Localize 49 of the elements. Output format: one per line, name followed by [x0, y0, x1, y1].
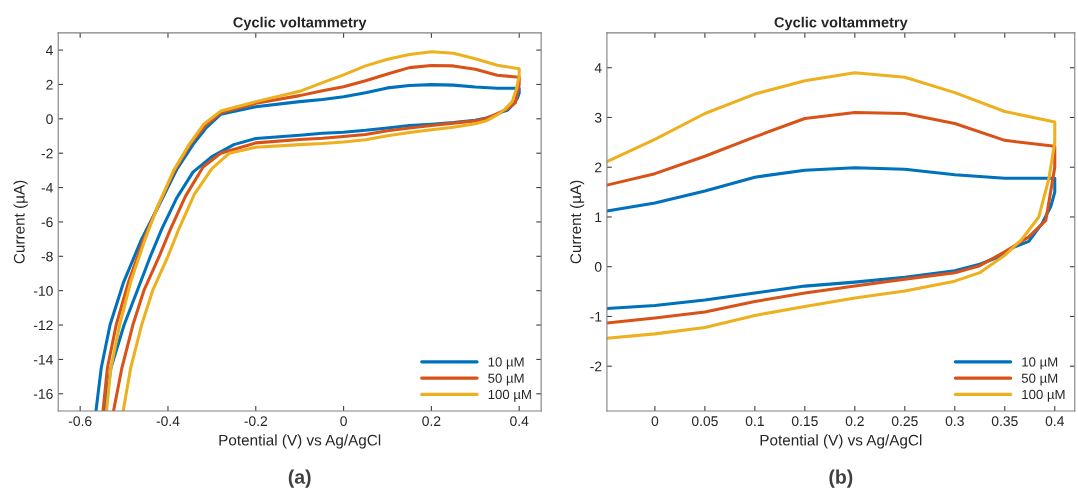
y-tick-label: 0 [46, 114, 53, 124]
text: (b) [829, 469, 853, 488]
line-series [606, 110, 1057, 325]
x-tick-label: 0.4 [1045, 416, 1065, 427]
y-tick-label: -2 [590, 361, 602, 372]
y-axis-title: Current (µA) [13, 180, 28, 264]
x-tick-label: 0.4 [510, 416, 529, 427]
line-series [606, 71, 1057, 340]
y-tick-label: -6 [41, 217, 53, 228]
legend-label: 10 µM [488, 357, 524, 370]
x-tick-label: -0.6 [68, 416, 92, 427]
y-tick-label: 4 [45, 45, 53, 56]
y-tick-label: 1 [595, 212, 602, 222]
y-tick-label: 2 [46, 79, 53, 90]
y-tick-label: 0 [594, 262, 602, 272]
y-tick-label: -8 [41, 251, 53, 262]
x-tick-label: 0 [340, 416, 347, 427]
y-tick-label: -10 [33, 286, 53, 296]
y-tick-label: 4 [594, 63, 602, 73]
x-tick-label: 0.25 [891, 416, 918, 427]
x-axis-title: Potential (V) vs Ag/AgCl [760, 434, 922, 449]
legend-label: 10 µM [1022, 357, 1058, 370]
y-tick-label: -2 [41, 148, 53, 159]
chart-title: Cyclic voltammetry [774, 16, 908, 31]
x-tick-label: 0.15 [791, 416, 818, 427]
x-tick-label: 0 [651, 416, 659, 427]
y-tick-label: -16 [33, 389, 53, 399]
x-tick-label: 0.05 [691, 416, 718, 427]
x-tick-label: -0.2 [244, 416, 268, 427]
x-tick-label: -0.4 [156, 416, 180, 427]
y-tick-label: -14 [33, 354, 53, 365]
legend-label: 100 µM [488, 389, 531, 402]
x-tick-label: 0.2 [845, 416, 864, 427]
y-tick-label: -4 [41, 183, 53, 193]
y-tick-label: 3 [594, 112, 602, 123]
text: (a) [288, 469, 311, 488]
chart-title: Cyclic voltammetry [233, 16, 367, 31]
x-tick-label: 0.3 [945, 416, 964, 427]
y-axis-title: Current (µA) [569, 180, 585, 264]
y-tick-label: -12 [33, 320, 53, 331]
y-tick-label: -1 [590, 311, 602, 322]
x-tick-label: 0.2 [422, 416, 441, 427]
x-axis-title: Potential (V) vs Ag/AgCl [219, 434, 381, 449]
x-tick-label: 0.1 [745, 416, 764, 427]
legend-label: 50 µM [1021, 373, 1058, 386]
x-tick-label: 0.35 [991, 416, 1018, 427]
legend-label: 50 µM [488, 373, 524, 386]
y-tick-label: 2 [595, 162, 602, 173]
legend-label: 100 µM [1022, 389, 1065, 402]
